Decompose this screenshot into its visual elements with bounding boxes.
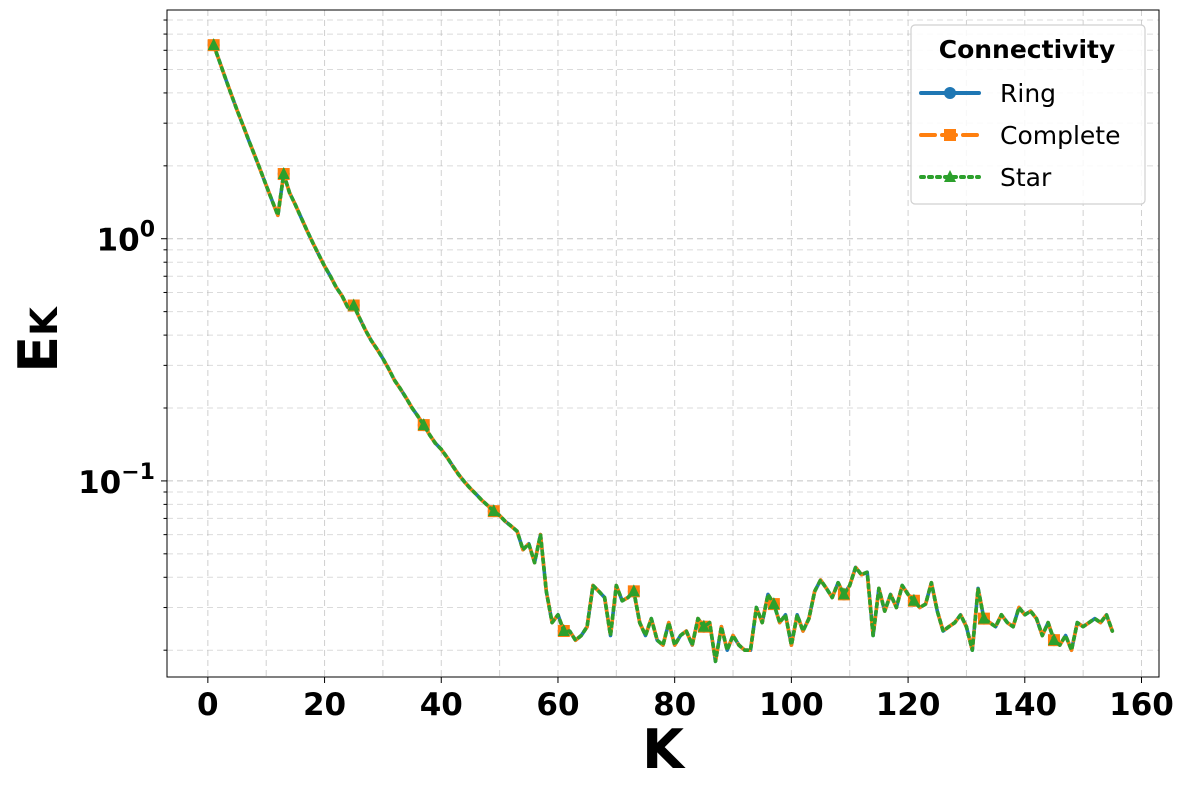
x-tick-label: 80 — [653, 687, 696, 723]
y-axis: 100 10−1 — [78, 19, 167, 651]
x-tick-label: 40 — [420, 687, 463, 723]
series-star — [207, 38, 1115, 664]
plot-series — [207, 38, 1115, 664]
x-tick-label: 20 — [303, 687, 346, 723]
series-point-star — [767, 597, 780, 610]
series-point-star — [1047, 633, 1060, 646]
legend-marker — [944, 170, 956, 182]
legend-marker — [944, 87, 956, 99]
x-tick-label: 120 — [876, 687, 941, 723]
y-axis-title: EK — [7, 306, 70, 373]
series-point-star — [277, 167, 290, 180]
plot-frame — [166, 9, 1160, 678]
grid — [167, 10, 1159, 677]
y-axis-title-sub: K — [23, 306, 66, 336]
legend-entry-star: Star — [919, 163, 1052, 192]
legend-label: Ring — [1000, 79, 1056, 108]
series-point-star — [487, 504, 500, 517]
legend-box — [910, 24, 1146, 205]
y-tick-label: 10−1 — [78, 460, 155, 501]
series-point-star — [417, 418, 430, 431]
series-line-star — [211, 43, 1115, 664]
x-axis-title: K — [642, 718, 686, 781]
legend-label: Star — [1000, 163, 1052, 192]
legend-entries: Ring Complete Star — [919, 79, 1120, 192]
legend: Connectivity Ring Complete Star — [910, 24, 1146, 205]
x-tick-label: 140 — [992, 687, 1057, 723]
legend-marker — [944, 129, 956, 141]
legend-title: Connectivity — [939, 35, 1116, 64]
series-point-star — [907, 593, 920, 606]
y-tick-label: 100 — [97, 218, 155, 259]
series-point-star — [977, 611, 990, 624]
y-axis-title-main: E — [7, 336, 70, 373]
series-point-star — [837, 587, 850, 600]
x-tick-label: 160 — [1109, 687, 1174, 723]
legend-entry-complete: Complete — [919, 121, 1120, 150]
x-tick-label: 100 — [759, 687, 824, 723]
x-tick-label: 60 — [536, 687, 579, 723]
series-point-star — [627, 584, 640, 597]
legend-entry-ring: Ring — [919, 79, 1056, 108]
series-point-star — [347, 298, 360, 311]
series-point-star — [207, 38, 220, 51]
series-point-star — [557, 624, 570, 637]
legend-label: Complete — [1000, 121, 1120, 150]
x-tick-label: 0 — [197, 687, 219, 723]
series-point-star — [697, 619, 710, 632]
x-axis: 0 20 40 60 80 100 120 140 160 — [197, 677, 1174, 723]
